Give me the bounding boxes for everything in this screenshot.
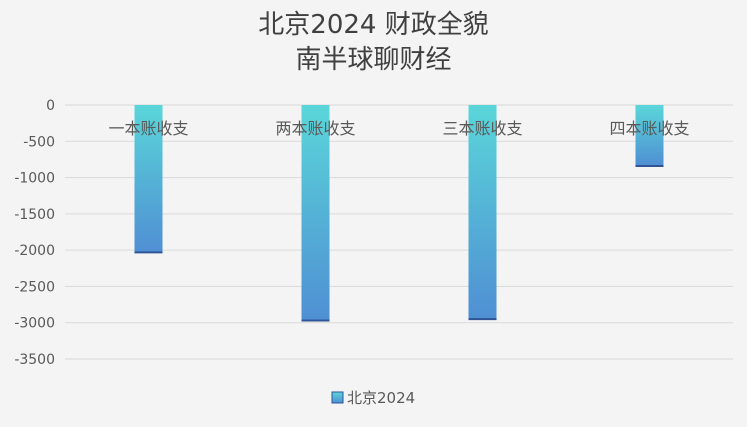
- x-category-label: 四本账收支: [609, 119, 689, 138]
- bars: [134, 105, 664, 322]
- bar: [635, 105, 664, 166]
- legend-label: 北京2024: [347, 389, 415, 407]
- bar: [301, 105, 330, 321]
- y-tick-label: -1000: [14, 171, 55, 187]
- y-tick-label: -2500: [14, 279, 55, 295]
- x-category-label: 一本账收支: [108, 119, 188, 138]
- bar: [468, 105, 497, 320]
- bar: [134, 105, 163, 253]
- y-tick-label: -3000: [14, 316, 55, 332]
- legend: 北京2024: [331, 389, 415, 407]
- legend-swatch: [331, 391, 344, 404]
- y-tick-label: -2000: [14, 243, 55, 259]
- y-tick-label: -1500: [14, 207, 55, 223]
- chart-subtitle: 南半球聊财经: [295, 45, 452, 75]
- gridlines: [65, 104, 733, 360]
- x-category-label: 三本账收支: [442, 119, 522, 138]
- x-category-label: 两本账收支: [275, 119, 355, 138]
- x-axis-category-labels: 一本账收支 两本账收支 三本账收支 四本账收支: [108, 119, 689, 138]
- chart-title: 北京2024 财政全貌: [258, 10, 489, 40]
- y-tick-label: -3500: [14, 352, 55, 368]
- y-axis-tick-labels: 0 -500 -1000 -1500 -2000 -2500 -3000 -3500: [14, 98, 55, 368]
- y-tick-label: 0: [46, 98, 55, 114]
- y-tick-label: -500: [23, 134, 55, 150]
